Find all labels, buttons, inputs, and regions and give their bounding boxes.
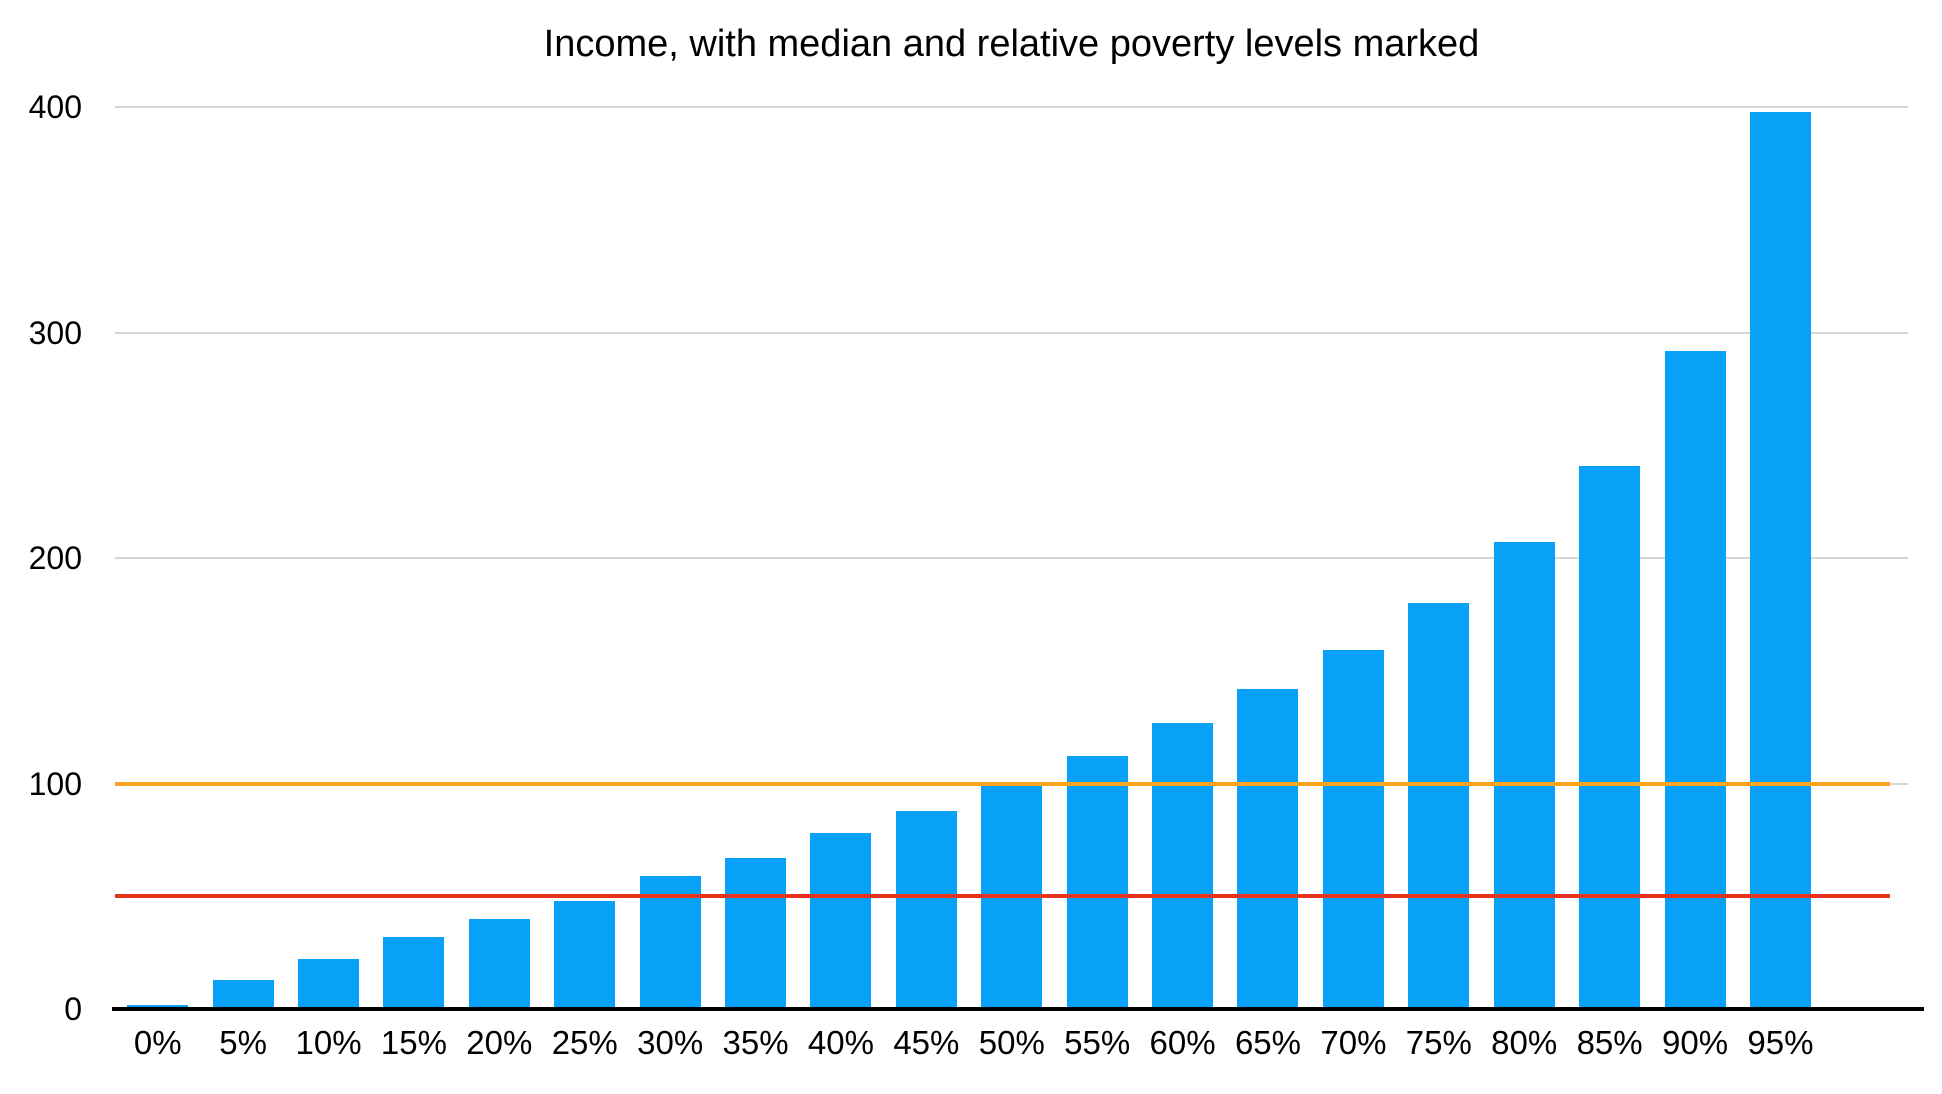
gridline-400: [115, 106, 1908, 108]
x-tick-label-55%: 55%: [1064, 1024, 1131, 1061]
bar-slot-35%: [713, 107, 798, 1009]
bar-65%: [1237, 688, 1299, 1009]
x-tick-label-65%: 65%: [1234, 1024, 1302, 1061]
median-line: [115, 781, 1890, 786]
bar-90%: [1664, 350, 1726, 1009]
y-tick-label-0: 0: [64, 991, 82, 1027]
gridline-200: [115, 557, 1908, 559]
x-tick-label-10%: 10%: [295, 1024, 362, 1061]
bar-slot-65%: [1225, 107, 1310, 1009]
bar-95%: [1749, 111, 1811, 1009]
bar-slot-0%: [115, 107, 200, 1009]
bar-slot-20%: [457, 107, 542, 1009]
x-tick-label-30%: 30%: [637, 1024, 704, 1061]
x-tick-label-85%: 85%: [1576, 1024, 1643, 1061]
bar-slot-55%: [1054, 107, 1139, 1009]
bar-85%: [1579, 465, 1641, 1009]
bar-slot-10%: [286, 107, 371, 1009]
x-axis-labels: 0% 5% 10% 15% 20% 25% 30% 35% 40% 45% 50% 55% 60% 65%…: [115, 1024, 1823, 1062]
bar-75%: [1408, 603, 1470, 1009]
x-tick-label-5%: 5%: [219, 1024, 267, 1061]
bar-slot-60%: [1140, 107, 1225, 1009]
x-tick-label-35%: 35%: [722, 1024, 789, 1061]
bar-35%: [725, 857, 787, 1009]
x-tick-label-80%: 80%: [1491, 1024, 1558, 1061]
bar-80%: [1493, 542, 1555, 1009]
gridline-300: [115, 331, 1908, 334]
bar-slot-15%: [371, 107, 456, 1009]
bars-layer: [115, 107, 1823, 1009]
x-tick-label-60%: 60%: [1149, 1024, 1216, 1061]
bar-55%: [1066, 756, 1128, 1009]
bar-slot-75%: [1396, 107, 1481, 1009]
y-tick-label-300: 300: [28, 314, 82, 351]
y-tick-label-400: 400: [28, 89, 82, 125]
y-tick-label-200: 200: [28, 540, 82, 576]
bar-slot-5%: [200, 107, 285, 1009]
bar-slot-80%: [1482, 107, 1567, 1009]
x-tick-label-0%: 0%: [133, 1024, 182, 1061]
x-tick-label-70%: 70%: [1320, 1024, 1387, 1061]
bar-slot-70%: [1311, 107, 1396, 1009]
plot-area: [115, 106, 1908, 1009]
bar-slot-95%: [1738, 107, 1823, 1009]
x-tick-label-15%: 15%: [380, 1024, 447, 1061]
bar-45%: [895, 810, 957, 1009]
bar-20%: [468, 918, 530, 1009]
bar-25%: [554, 900, 616, 1009]
x-axis-line: [112, 1007, 1924, 1011]
bar-60%: [1152, 722, 1214, 1009]
bar-slot-25%: [542, 107, 627, 1009]
bar-0%: [127, 1004, 189, 1009]
x-tick-label-45%: 45%: [893, 1024, 960, 1061]
x-tick-label-40%: 40%: [807, 1024, 874, 1061]
bar-slot-30%: [627, 107, 712, 1009]
x-tick-label-25%: 25%: [551, 1024, 618, 1061]
x-tick-label-95%: 95%: [1747, 1024, 1814, 1061]
bar-slot-45%: [884, 107, 969, 1009]
x-tick-label-75%: 75%: [1405, 1024, 1472, 1061]
bar-40%: [810, 833, 872, 1009]
bar-slot-50%: [969, 107, 1054, 1009]
relative-poverty-line: [115, 894, 1890, 899]
x-tick-label-20%: 20%: [466, 1024, 533, 1061]
x-tick-label-90%: 90%: [1661, 1024, 1729, 1061]
bar-slot-90%: [1652, 107, 1737, 1009]
bar-10%: [298, 959, 360, 1009]
y-tick-label-100: 100: [28, 765, 82, 802]
bar-70%: [1322, 650, 1384, 1009]
x-tick-label-50%: 50%: [978, 1024, 1045, 1061]
bar-15%: [383, 936, 445, 1009]
bar-slot-85%: [1567, 107, 1652, 1009]
bar-slot-40%: [798, 107, 883, 1009]
chart-title: Income, with median and relative poverty…: [543, 23, 1480, 65]
bar-5%: [212, 979, 274, 1009]
